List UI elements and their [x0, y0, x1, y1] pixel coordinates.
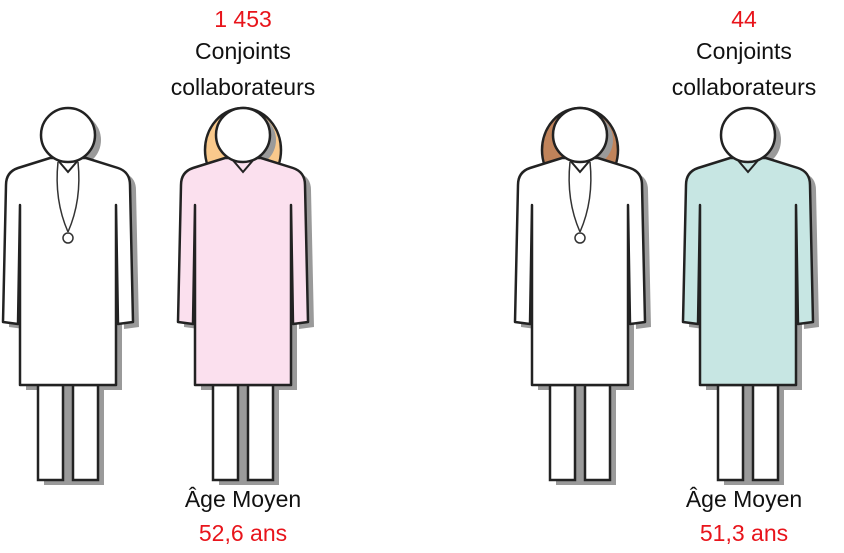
label-line: Conjoints: [143, 38, 343, 65]
label-line: Conjoints: [644, 38, 844, 65]
doctor-figure: [3, 108, 139, 485]
spouse-figure: [178, 108, 314, 485]
label-line: collaborateurs: [143, 74, 343, 101]
age-label: Âge Moyen: [644, 486, 844, 513]
doctor-figure: [515, 108, 651, 485]
age-value: 52,6 ans: [143, 520, 343, 547]
age-value: 51,3 ans: [644, 520, 844, 547]
spouse-figure: [683, 108, 819, 485]
count: 1 453: [143, 6, 343, 33]
label-line: collaborateurs: [644, 74, 844, 101]
page: 1 453 Conjoints collaborateurs Âge Moyen…: [0, 0, 844, 553]
age-label: Âge Moyen: [143, 486, 343, 513]
count: 44: [644, 6, 844, 33]
